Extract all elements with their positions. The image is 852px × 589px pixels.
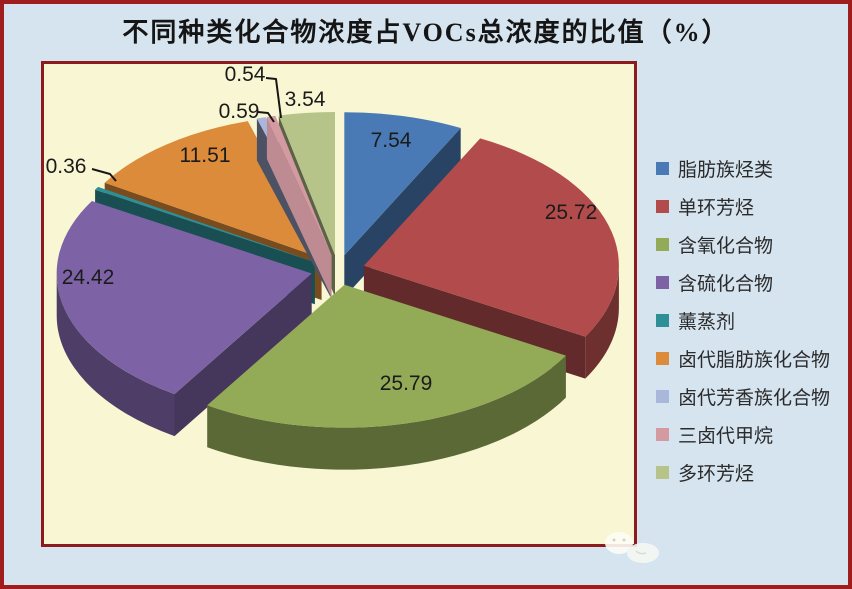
legend-item-5[interactable]: 卤代脂肪族化合物 (656, 339, 830, 377)
data-label-0: 7.54 (371, 129, 412, 152)
label-leader-line (91, 168, 117, 182)
legend-label: 脂肪族烃类 (678, 159, 774, 181)
legend-label: 三卤代甲烷 (678, 425, 774, 447)
legend-item-3[interactable]: 含硫化合物 (656, 263, 830, 301)
data-label-4: 0.36 (46, 155, 87, 178)
label-leader-line (257, 111, 275, 123)
slice-top-face (56, 201, 312, 395)
data-label-1: 25.72 (545, 201, 598, 224)
slice-side-wall (174, 273, 312, 437)
watermark-clouds (605, 532, 659, 563)
legend-swatch (656, 427, 669, 441)
legend-swatch (656, 199, 669, 213)
slice-top-face (95, 186, 315, 263)
slice-top-face (266, 115, 332, 256)
legend-item-0[interactable]: 脂肪族烃类 (656, 149, 830, 187)
legend-swatch (656, 237, 669, 251)
pie-slice-2[interactable] (207, 284, 566, 470)
data-label-6: 0.59 (219, 100, 260, 123)
slice-top-face (344, 112, 461, 256)
pie-slice-3[interactable] (56, 201, 312, 437)
pie-slice-7[interactable] (266, 115, 332, 298)
data-label-5: 11.51 (180, 144, 231, 167)
slice-top-face (207, 284, 566, 428)
legend-label: 多环芳烃 (678, 463, 755, 485)
slice-top-face (363, 138, 619, 337)
legend-item-6[interactable]: 卤代芳香族化合物 (656, 377, 830, 415)
legend-swatch (656, 389, 669, 403)
legend-label: 薰蒸剂 (678, 311, 736, 333)
legend-label: 卤代芳香族化合物 (678, 387, 831, 409)
label-leader-line (265, 77, 282, 119)
legend-swatch (656, 161, 669, 175)
legend: 脂肪族烃类单环芳烃含氧化合物含硫化合物薰蒸剂卤代脂肪族化合物 卤代芳香族化合物 三卤… (656, 149, 830, 491)
legend-swatch (656, 313, 669, 327)
slice-rim-wall (585, 265, 619, 379)
slice-rim-wall (207, 355, 566, 470)
pie-slice-0[interactable] (344, 112, 461, 298)
legend-label: 单环芳烃 (678, 197, 755, 219)
legend-item-4[interactable]: 薰蒸剂 (656, 301, 830, 339)
legend-swatch (656, 465, 669, 479)
legend-label: 含硫化合物 (678, 273, 774, 295)
slice-top-face (104, 121, 322, 258)
legend-item-2[interactable]: 含氧化合物 (656, 225, 830, 263)
slice-side-wall (266, 117, 332, 298)
legend-swatch (656, 275, 669, 289)
data-label-2: 25.79 (380, 372, 433, 395)
legend-swatch (656, 351, 669, 365)
data-label-7: 0.54 (225, 63, 266, 86)
data-label-8: 3.54 (285, 88, 326, 111)
slice-top-face (278, 111, 335, 255)
legend-item-8[interactable]: 多环芳烃 (656, 453, 830, 491)
slice-side-wall (344, 128, 461, 298)
data-label-3: 24.42 (62, 266, 115, 289)
legend-label: 卤代脂肪族化合物 (678, 349, 831, 371)
legend-item-1[interactable]: 单环芳烃 (656, 187, 830, 225)
legend-item-7[interactable]: 三卤代甲烷 (656, 415, 830, 453)
legend-label: 含氧化合物 (678, 235, 774, 257)
chart-title: 不同种类化合物浓度占VOCs总浓度的比值（%） (122, 18, 730, 47)
slice-rim-wall (56, 273, 175, 437)
